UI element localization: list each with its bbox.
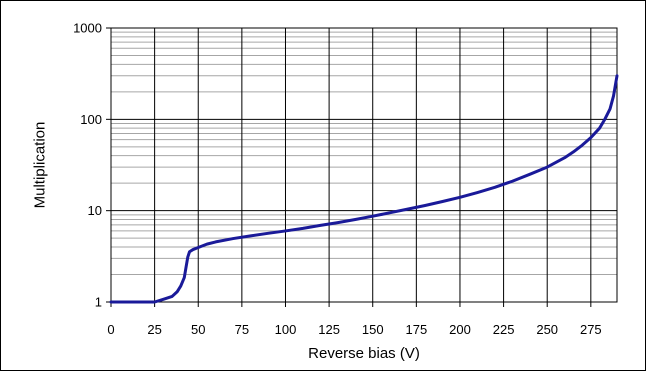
x-tick-label: 75 [235, 322, 249, 337]
x-tick-label: 0 [107, 322, 114, 337]
x-tick-labels: 0 25 50 75 100 125 150 175 200 225 250 275 [107, 322, 601, 337]
minor-gridlines [111, 31, 617, 276]
x-tick-label: 275 [580, 322, 602, 337]
y-tick-labels: 1 10 100 1000 [73, 21, 102, 310]
x-tick-label: 150 [362, 322, 384, 337]
x-tick-label: 225 [493, 322, 515, 337]
x-tick-label: 250 [536, 322, 558, 337]
x-tick-label: 100 [275, 322, 297, 337]
plot-area [110, 27, 618, 303]
x-axis-title: Reverse bias (V) [308, 345, 420, 362]
x-tick-label: 25 [147, 322, 161, 337]
x-tick-label: 125 [318, 322, 340, 337]
x-tick-label: 175 [405, 322, 427, 337]
y-tick-label: 100 [80, 112, 102, 127]
y-tick-label: 1000 [73, 21, 102, 36]
x-tick-label: 50 [191, 322, 205, 337]
series-line [109, 74, 619, 304]
y-axis-title: Multiplication [31, 122, 48, 209]
y-tick-label: 1 [95, 295, 102, 310]
x-tick-label: 200 [449, 322, 471, 337]
y-tick-label: 10 [88, 203, 102, 218]
